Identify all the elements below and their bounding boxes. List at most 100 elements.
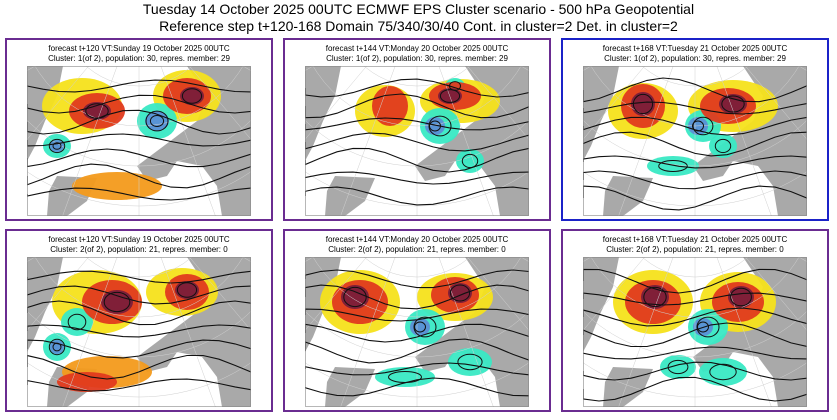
geopotential-contour — [305, 323, 529, 343]
meridian-line — [160, 257, 216, 407]
land-eurasia — [137, 257, 251, 407]
meridian-line — [745, 257, 807, 331]
panel-forecast-line: forecast t+144 VT:Monday 20 October 2025… — [325, 235, 509, 244]
low-contour — [697, 321, 709, 333]
high-contour — [632, 93, 654, 115]
anomaly-area — [709, 134, 737, 158]
map-frame — [583, 257, 807, 407]
high-contour — [643, 286, 667, 308]
meridian-line — [27, 257, 89, 331]
geopotential-contour — [305, 308, 529, 322]
geopotential-contour — [583, 307, 807, 327]
figure-title: Tuesday 14 October 2025 00UTC ECMWF EPS … — [142, 1, 695, 17]
meridian-line — [340, 257, 396, 407]
anomaly-area — [448, 348, 492, 376]
geopotential-contour — [27, 148, 251, 168]
high-contour — [85, 103, 109, 119]
anomaly-area — [101, 290, 133, 314]
anomaly-area — [72, 172, 162, 200]
panel-cluster-line: Cluster: 2(of 2), population: 21, repres… — [50, 245, 228, 254]
cluster-panel: forecast t+120 VT:Sunday 19 October 2025… — [5, 229, 273, 412]
cluster-panel: forecast t+144 VT:Monday 20 October 2025… — [283, 229, 551, 412]
high-contour — [343, 286, 367, 308]
land-eurasia — [693, 257, 807, 407]
geopotential-contour — [27, 79, 251, 93]
geopotential-contour — [305, 117, 529, 131]
geopotential-contour — [305, 284, 529, 310]
anomaly-area — [631, 92, 655, 116]
geopotential-contour — [27, 354, 251, 380]
panel-forecast-line: forecast t+168 VT:Tuesday 21 October 202… — [602, 235, 788, 244]
anomaly-area — [341, 285, 369, 309]
land-americas — [583, 257, 619, 352]
low-contour — [667, 359, 689, 375]
cluster-panel-highlighted: forecast t+168 VT:Tuesday 21 October 202… — [561, 38, 829, 221]
geopotential-contour — [305, 269, 529, 289]
geopotential-contour — [305, 147, 529, 173]
panel-forecast-line: forecast t+168 VT:Tuesday 21 October 202… — [602, 44, 788, 53]
geopotential-contour — [583, 346, 807, 360]
anomaly-area — [175, 281, 199, 299]
panel-title: forecast t+168 VT:Tuesday 21 October 202… — [563, 44, 827, 64]
meridian-line — [27, 66, 89, 140]
anomaly-area — [728, 286, 754, 308]
anomaly-area — [647, 156, 699, 176]
anomaly-area — [719, 94, 747, 114]
anomaly-area — [83, 102, 111, 120]
land-africa — [603, 367, 653, 407]
map-frame — [27, 66, 251, 216]
anomaly-area — [448, 283, 472, 303]
low-contour — [457, 353, 483, 371]
low-contour — [429, 120, 441, 132]
map-frame — [27, 257, 251, 407]
low-contour — [145, 110, 169, 132]
anomaly-area — [372, 86, 408, 126]
high-contour — [449, 284, 471, 302]
geopotential-map — [305, 257, 529, 407]
meridian-line — [189, 66, 251, 140]
land-africa — [325, 176, 375, 216]
geopotential-contour — [27, 109, 251, 135]
geopotential-contour — [305, 338, 529, 364]
high-contour — [181, 88, 203, 104]
land-americas — [305, 66, 341, 161]
map-frame — [583, 66, 807, 216]
low-contour — [658, 160, 688, 172]
land-eurasia — [693, 66, 807, 216]
land-americas — [27, 257, 63, 352]
panel-cluster-line: Cluster: 2(of 2), population: 21, repres… — [328, 245, 506, 254]
geopotential-contour — [305, 171, 529, 185]
low-contour — [692, 116, 714, 136]
meridian-line — [716, 66, 772, 216]
meridian-line — [618, 257, 674, 407]
low-contour — [461, 153, 479, 169]
panel-cluster-line: Cluster: 1(of 2), population: 30, repres… — [326, 54, 508, 63]
meridian-line — [62, 66, 118, 216]
anomaly-area — [699, 358, 747, 386]
meridian-line — [438, 66, 494, 216]
geopotential-contour — [583, 268, 807, 294]
meridian-line — [467, 257, 529, 331]
geopotential-contour — [305, 377, 529, 397]
high-contour — [721, 95, 745, 113]
meridian-line — [189, 257, 251, 331]
geopotential-contour — [583, 185, 807, 211]
high-contour — [103, 291, 131, 313]
meridian-line — [618, 66, 674, 216]
geopotential-map — [27, 66, 251, 216]
land-africa — [603, 176, 653, 216]
meridian-line — [467, 66, 529, 140]
geopotential-map — [305, 66, 529, 216]
geopotential-contour — [583, 292, 807, 306]
geopotential-contour — [27, 133, 251, 147]
figure-header: Tuesday 14 October 2025 00UTC ECMWF EPS … — [0, 0, 837, 36]
geopotential-contour — [27, 378, 251, 392]
geopotential-contour — [27, 187, 251, 201]
geopotential-contour — [27, 270, 251, 284]
low-contour — [709, 363, 737, 381]
land-eurasia — [415, 66, 529, 216]
map-frame — [305, 257, 529, 407]
low-contour — [149, 115, 165, 127]
meridian-line — [160, 66, 216, 216]
geopotential-contour — [27, 300, 251, 326]
